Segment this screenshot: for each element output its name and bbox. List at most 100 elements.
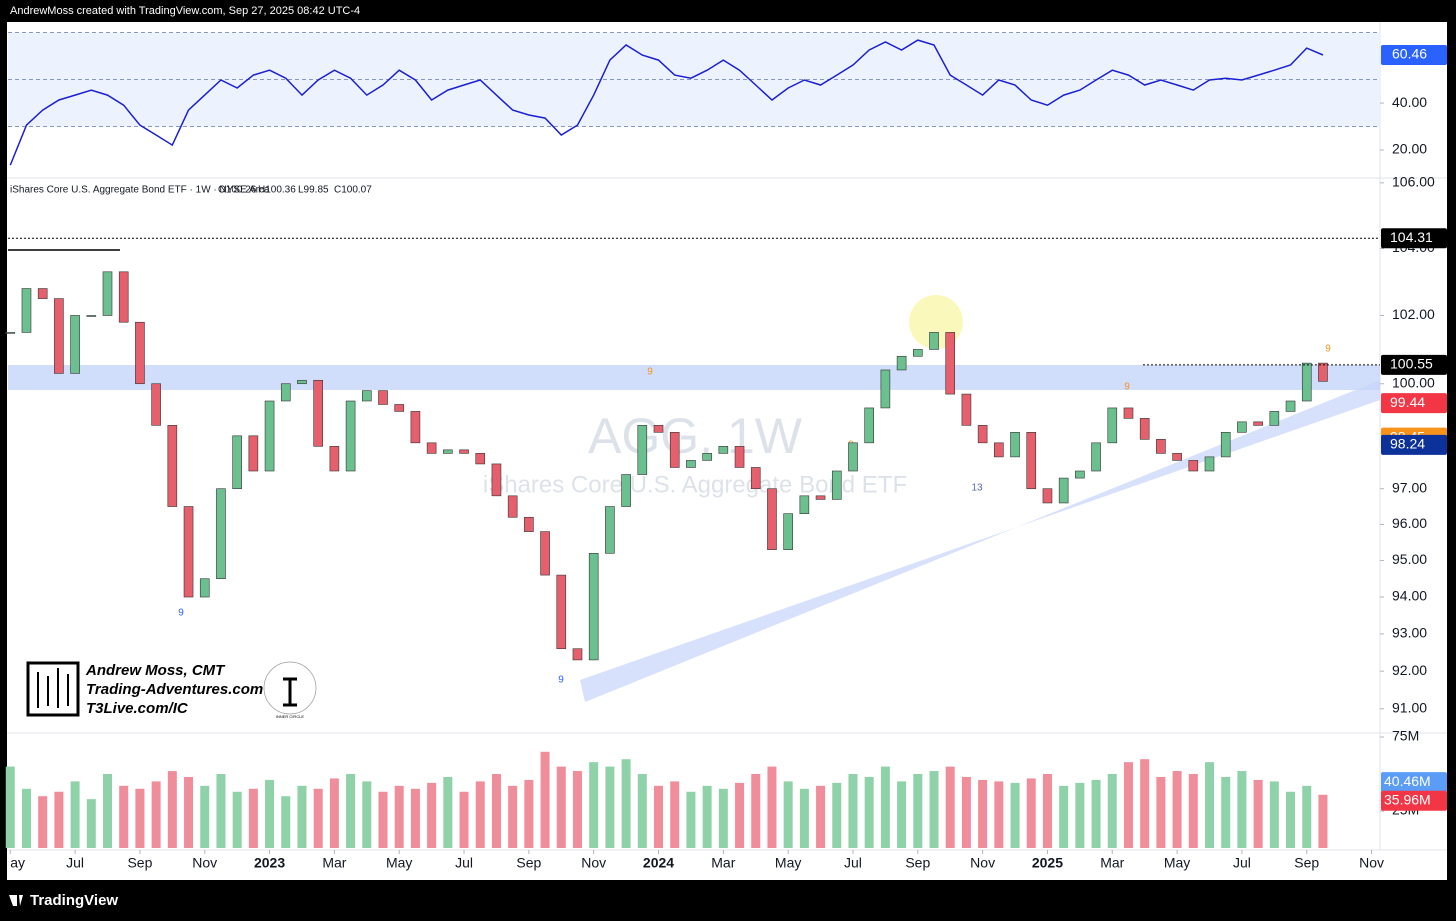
y-tick-label: 92.00 — [1392, 662, 1427, 678]
volume-bar — [945, 766, 955, 848]
candle — [718, 446, 729, 454]
volume-bar — [21, 788, 31, 848]
volume-bar — [5, 766, 15, 848]
x-tick-label: Sep — [127, 855, 152, 871]
candle — [248, 435, 259, 472]
candle — [880, 369, 891, 409]
candle — [102, 271, 113, 316]
candle — [637, 425, 648, 475]
candle — [216, 488, 226, 580]
y-tick-label: 91.00 — [1392, 700, 1427, 716]
volume-bar — [297, 785, 307, 848]
rsi-line — [9, 39, 1324, 166]
x-tick-label: Mar — [711, 855, 735, 871]
candle — [37, 288, 48, 299]
candle — [378, 390, 388, 405]
volume-bar — [1107, 773, 1117, 848]
volume-bar — [1172, 771, 1182, 848]
volume-bar — [848, 773, 858, 848]
candle — [1010, 432, 1020, 458]
volume-bar — [1253, 779, 1263, 848]
candle — [362, 390, 372, 402]
candle — [280, 383, 291, 402]
volume-bar — [459, 791, 469, 848]
candle — [686, 460, 696, 468]
candle — [913, 349, 923, 357]
candle — [1091, 442, 1101, 472]
volume-bar — [313, 788, 323, 848]
candle — [1026, 432, 1037, 490]
candle — [977, 425, 988, 444]
x-tick-label: May — [775, 855, 801, 871]
volume-bar — [654, 785, 664, 848]
candle — [475, 453, 486, 465]
candle — [783, 513, 793, 550]
candle — [831, 470, 842, 500]
volume-bar — [184, 776, 194, 848]
volume-badge-label: 35.96M — [1384, 791, 1431, 807]
x-tick-label: Jul — [455, 855, 473, 871]
volume-bar — [605, 766, 615, 848]
candle — [1237, 421, 1247, 433]
candle — [848, 442, 858, 472]
candle — [1075, 470, 1085, 479]
candle — [118, 271, 129, 323]
x-tick-label: 2024 — [643, 855, 674, 871]
x-tick-label: Sep — [905, 855, 930, 871]
legend-open: O100.26 — [218, 185, 257, 196]
candle — [54, 298, 64, 374]
volume-tick-label: 75M — [1392, 728, 1419, 744]
volume-bar — [929, 771, 939, 848]
candle — [199, 578, 210, 598]
candle — [345, 400, 356, 472]
y-tick-label: 93.00 — [1392, 625, 1427, 641]
volume-bar — [508, 785, 518, 848]
volume-bar — [1010, 782, 1020, 848]
candle — [86, 315, 97, 317]
volume-bar — [994, 781, 1004, 848]
zones — [8, 249, 1380, 702]
volume-bar — [1026, 778, 1036, 848]
volume-bar — [410, 788, 420, 848]
x-tick-label: May — [1164, 855, 1190, 871]
candle — [1204, 456, 1215, 472]
candle — [1123, 407, 1134, 419]
candle — [1188, 460, 1199, 472]
volume-badge — [1381, 790, 1447, 811]
group: INNER CIRCLE — [276, 714, 305, 719]
candle — [864, 407, 874, 444]
candle — [961, 393, 972, 426]
volume-bar — [1269, 781, 1279, 848]
volume-bar — [135, 788, 145, 848]
x-tick-label: Mar — [1100, 855, 1124, 871]
volume-bar — [816, 785, 826, 848]
volume-bar — [686, 791, 696, 848]
legend-low: L99.85 — [298, 185, 329, 196]
volume-bar — [119, 785, 129, 848]
resistance-zone — [8, 365, 1380, 390]
legend-high: H100.36 — [258, 185, 296, 196]
y-tick-label: 102.00 — [1392, 306, 1435, 322]
candle — [734, 446, 745, 468]
candle — [540, 531, 550, 576]
volume-bar — [200, 785, 210, 848]
volume-bar — [70, 781, 80, 848]
candle — [297, 379, 307, 385]
candle — [151, 383, 161, 426]
volume-bar — [38, 796, 48, 848]
y-tick-label: 95.00 — [1392, 551, 1427, 567]
candle — [750, 467, 761, 490]
link: T3Live.com/IC — [86, 700, 189, 717]
volume-bar — [832, 782, 842, 848]
volume-bar — [346, 773, 356, 848]
rsi-badge — [1381, 44, 1447, 65]
candle — [313, 379, 323, 447]
volume-bar — [718, 788, 728, 848]
candle — [1269, 411, 1280, 426]
volume-bar — [540, 751, 550, 848]
volume-bar — [1221, 776, 1231, 848]
candle — [1301, 362, 1312, 402]
x-tick-label: ay — [10, 855, 25, 871]
volume-bar — [443, 776, 453, 848]
candle — [507, 495, 518, 518]
